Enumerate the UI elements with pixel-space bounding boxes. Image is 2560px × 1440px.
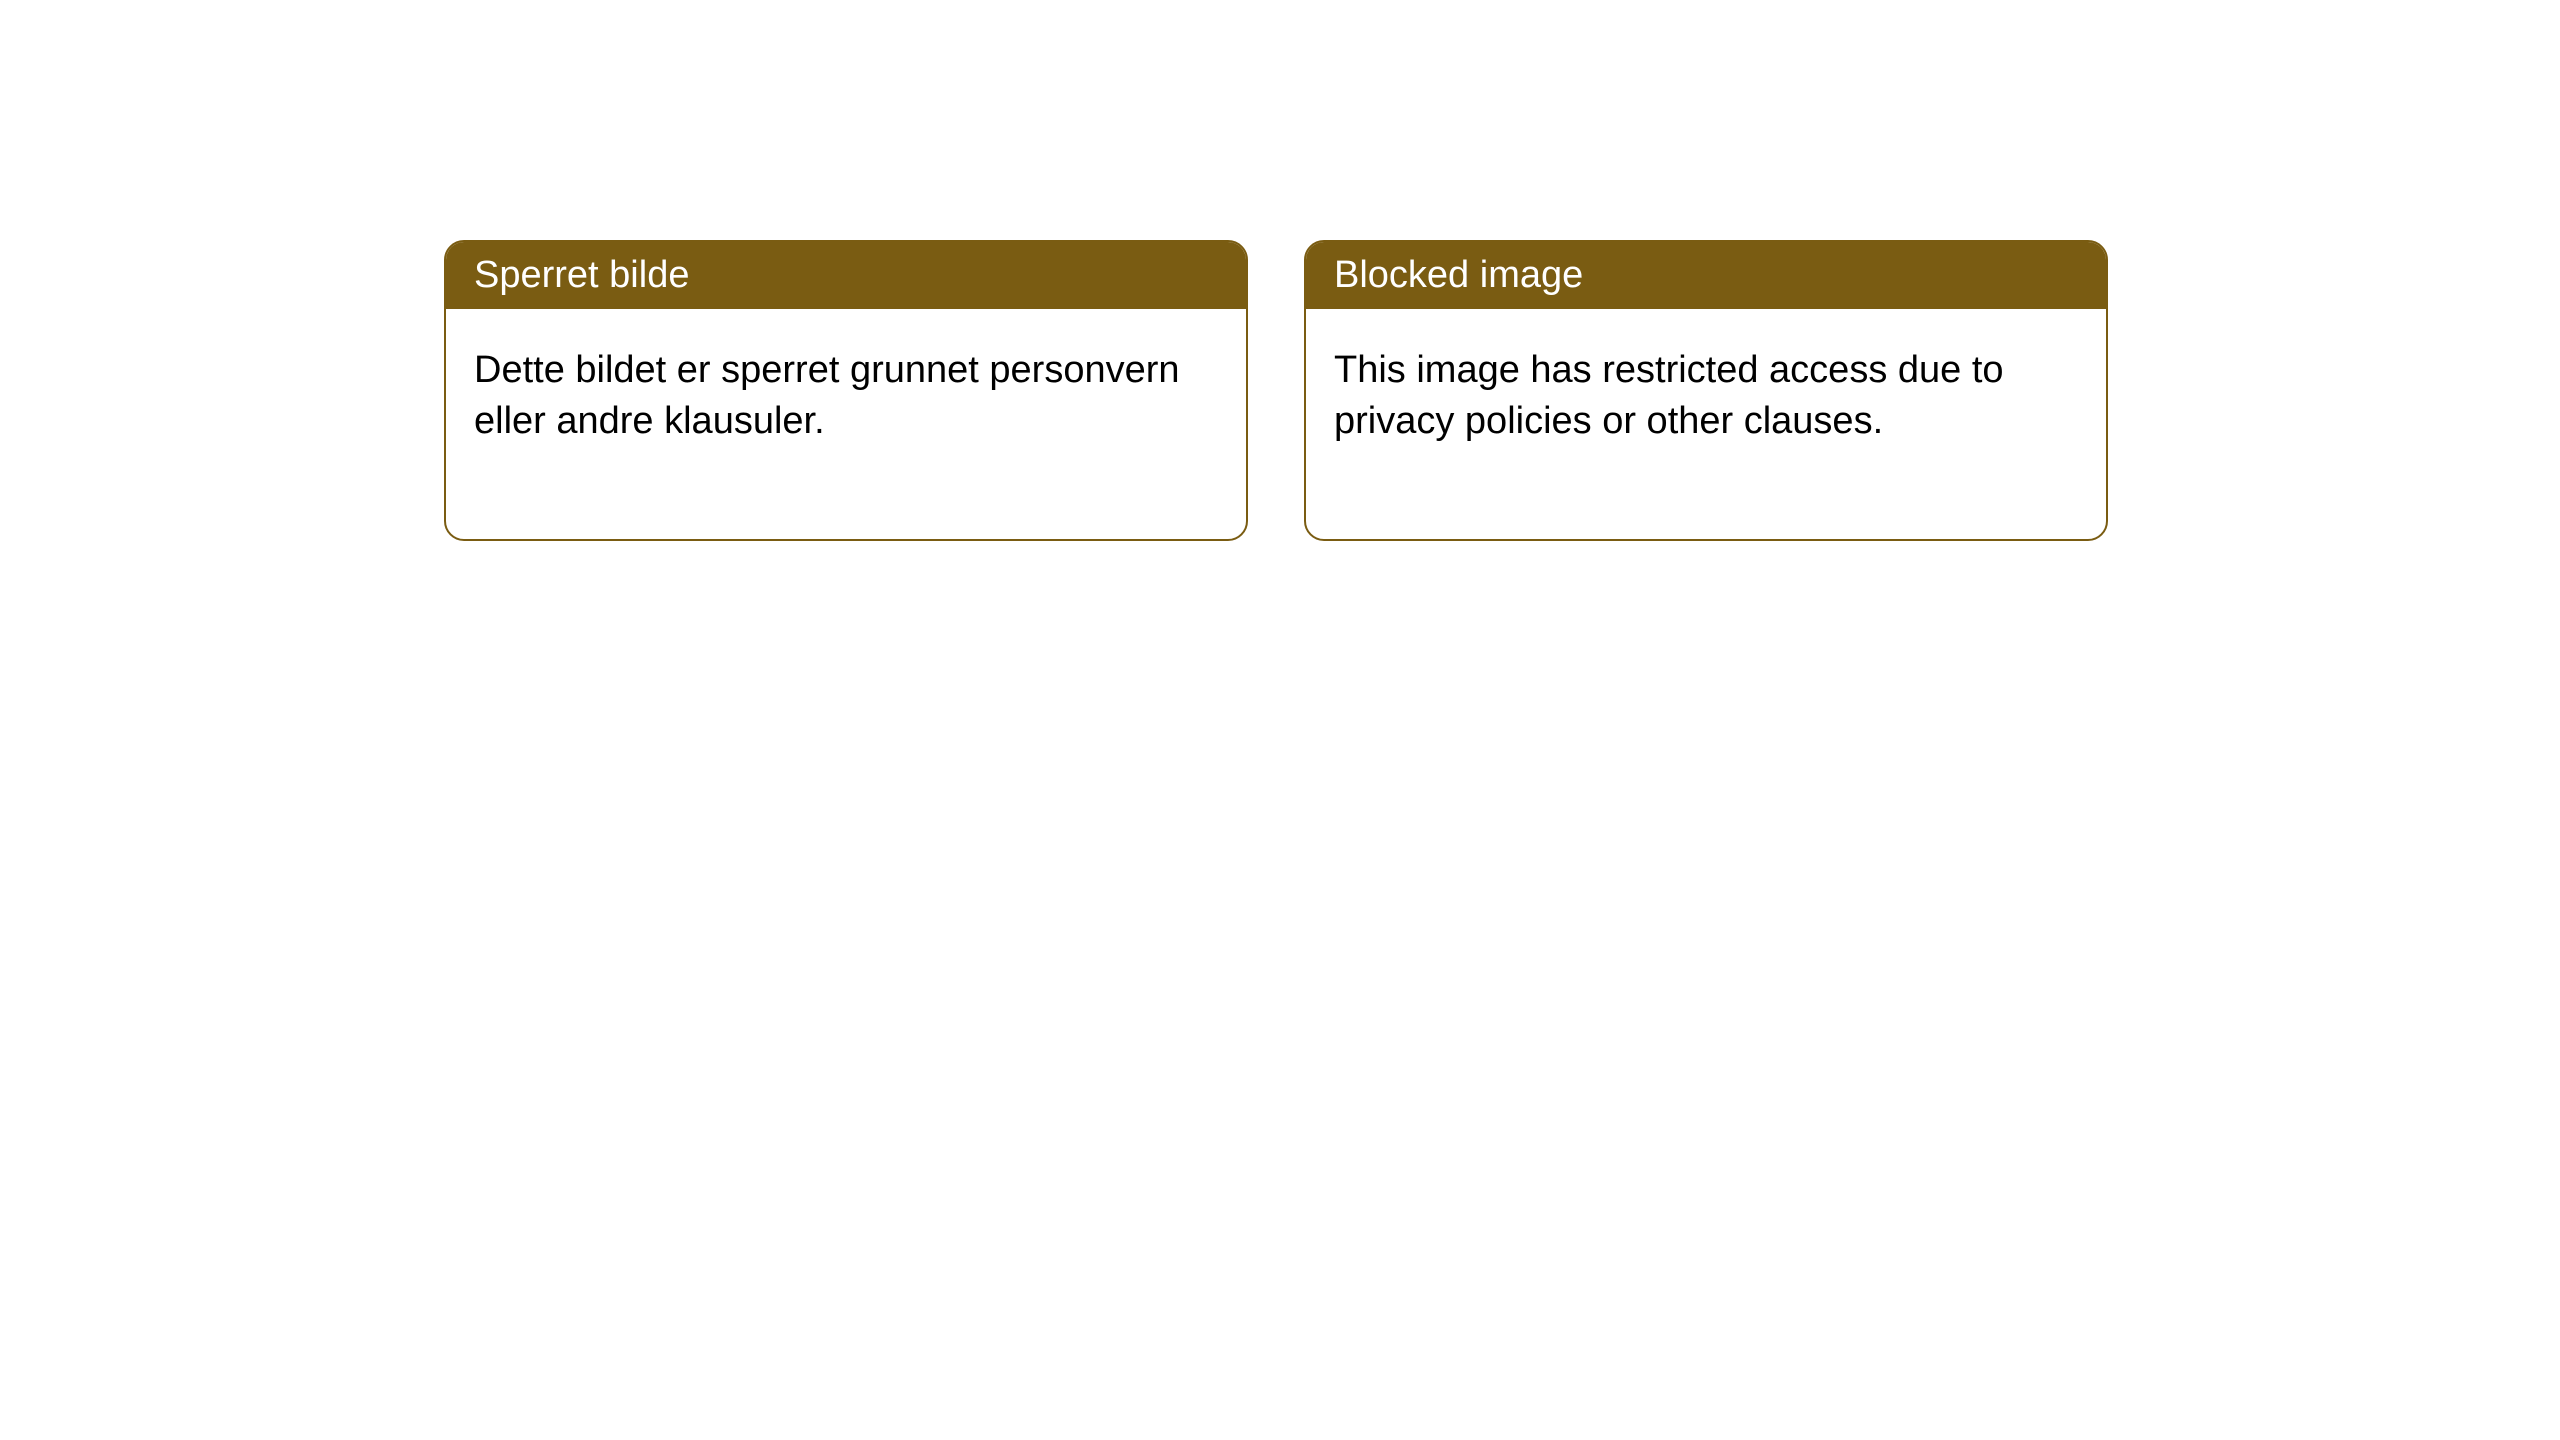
notice-title: Blocked image xyxy=(1334,254,1583,296)
notice-container: Sperret bilde Dette bildet er sperret gr… xyxy=(444,240,2108,541)
notice-message: This image has restricted access due to … xyxy=(1334,349,2004,442)
notice-card-english: Blocked image This image has restricted … xyxy=(1304,240,2108,541)
notice-header: Blocked image xyxy=(1306,242,2106,309)
notice-message: Dette bildet er sperret grunnet personve… xyxy=(474,349,1180,442)
notice-card-norwegian: Sperret bilde Dette bildet er sperret gr… xyxy=(444,240,1248,541)
notice-header: Sperret bilde xyxy=(446,242,1246,309)
notice-title: Sperret bilde xyxy=(474,254,689,296)
notice-body: This image has restricted access due to … xyxy=(1306,309,2106,539)
notice-body: Dette bildet er sperret grunnet personve… xyxy=(446,309,1246,539)
